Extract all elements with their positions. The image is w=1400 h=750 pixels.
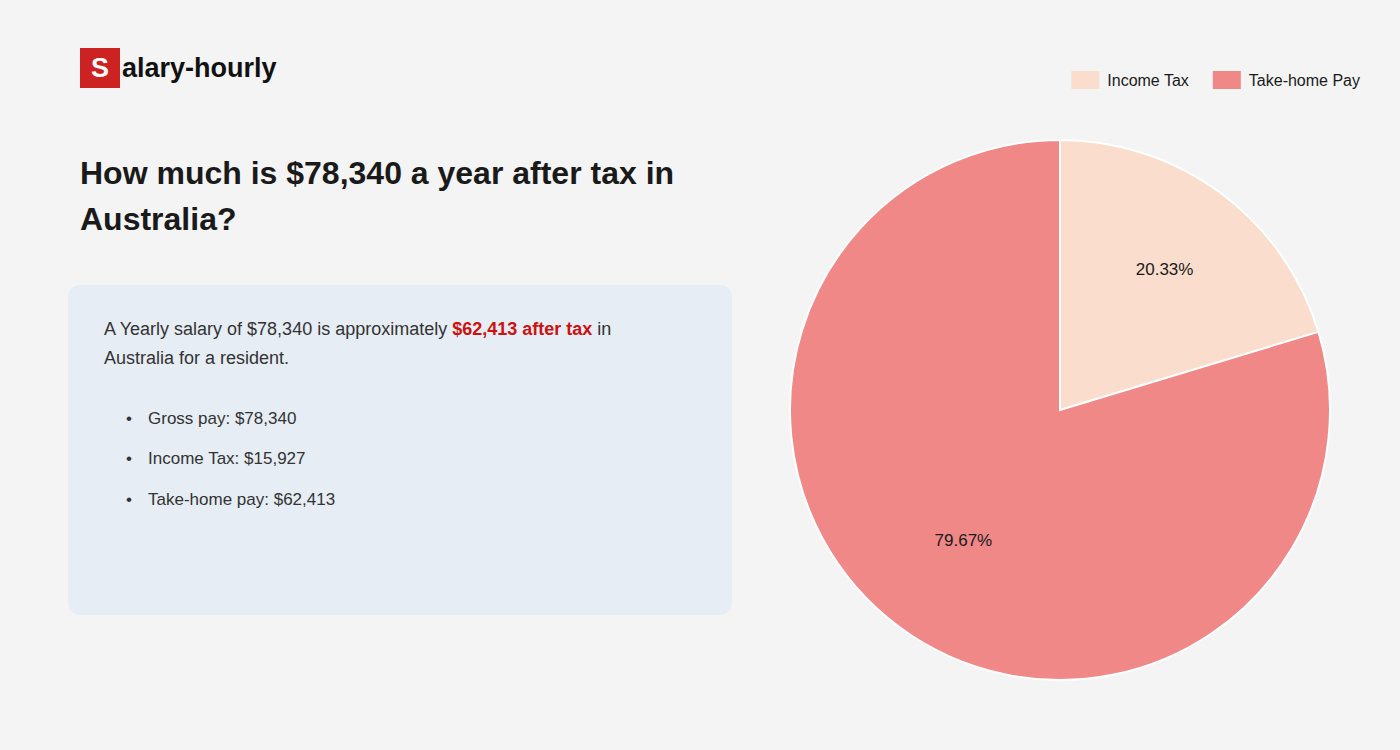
info-text: in <box>592 319 611 339</box>
slices <box>790 140 1330 680</box>
text-panel: Salary-hourly How much is $78,340 a year … <box>0 0 760 750</box>
bullet-item: Gross pay: $78,340 <box>126 399 696 440</box>
data-label: 79.67% <box>935 531 993 550</box>
info-text: A Yearly salary of $78,340 is approximat… <box>104 319 452 339</box>
title: How much is $78,340 a year after tax in … <box>80 150 740 243</box>
legend-item: Income Tax <box>1071 71 1189 89</box>
pie-slice <box>790 140 1330 680</box>
bullet-item: Take-home pay: $62,413 <box>126 480 696 521</box>
highlight-text: $62,413 after tax <box>452 319 592 339</box>
bullet-item: Income Tax: $15,927 <box>126 439 696 480</box>
info-line: A Yearly salary of $78,340 is approximat… <box>104 315 696 344</box>
legend-label: Take-home Pay <box>1249 72 1360 89</box>
legend-swatch <box>1071 71 1099 89</box>
bullet-list: Gross pay: $78,340Income Tax: $15,927Tak… <box>126 399 696 521</box>
logo: Salary-hourly <box>80 48 277 88</box>
data-label: 20.33% <box>1136 260 1194 279</box>
data-labels: 20.33% 79.67% <box>935 260 1194 550</box>
legend-label: Income Tax <box>1107 72 1189 89</box>
pie-chart: 20.33% 79.67% Income Tax Take-home Pay <box>740 0 1380 750</box>
logo-text: alary-hourly <box>122 53 277 84</box>
legend-swatch <box>1213 71 1241 89</box>
legend-item: Take-home Pay <box>1213 71 1360 89</box>
pie-panel: 20.33% 79.67% Income Tax Take-home Pay <box>740 0 1380 750</box>
info-line: Australia for a resident. <box>104 344 696 373</box>
logo-mark: S <box>80 48 120 88</box>
legend: Income Tax Take-home Pay <box>1071 71 1360 89</box>
info-box: A Yearly salary of $78,340 is approximat… <box>68 285 732 615</box>
